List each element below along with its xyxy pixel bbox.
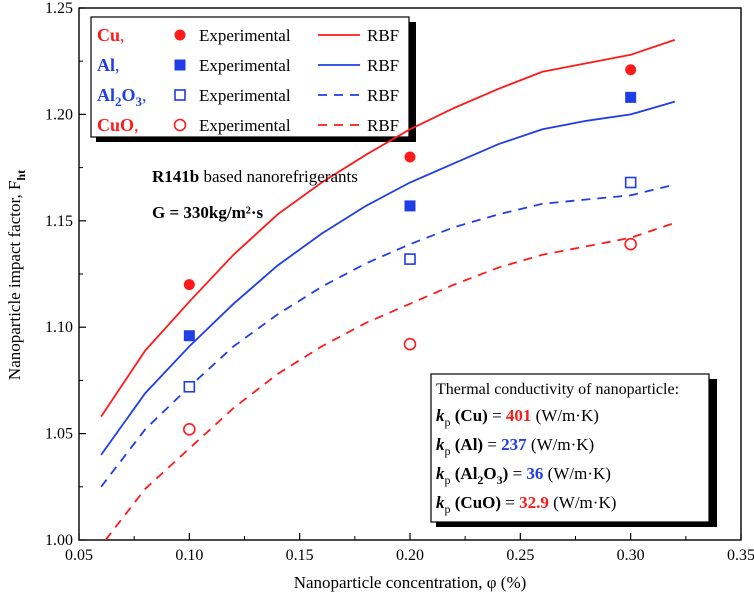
legend-experimental: Experimental: [199, 86, 291, 105]
axes: 0.05 0.10 0.15 0.20 0.25 0.30 0.35 1.00 1.05 1.10…: [45, 0, 754, 564]
y-tick-label: 1.05: [45, 426, 73, 443]
svg-text:Nanoparticle impact factor, Fh: Nanoparticle impact factor, Fht: [5, 170, 28, 380]
y-tick-label: 1.20: [45, 106, 73, 123]
rbf-line-al2o3: [100, 183, 676, 488]
x-axis-label: Nanoparticle concentration, φ (%): [294, 573, 527, 592]
rbf-curves: [100, 39, 676, 540]
conductivity-value: 237: [501, 435, 527, 454]
legend-marker: [174, 89, 186, 101]
conductivity-box: Thermal conductivity of nanoparticle: kp…: [430, 373, 717, 527]
conductivity-value: 401: [506, 406, 532, 425]
y-axis-label: Nanoparticle impact factor, Fht: [5, 170, 28, 380]
conductivity-row: kp (Cu) = 401 (W/m·K): [436, 406, 599, 429]
x-tick-label: 0.20: [396, 547, 424, 564]
legend-label: Al,: [97, 55, 120, 75]
legend-marker: [174, 59, 186, 71]
conductivity-value: 36: [526, 464, 543, 483]
legend-experimental: Experimental: [199, 56, 291, 75]
legend-entry-cu: Cu, Experimental RBF: [97, 25, 399, 45]
point-al: [183, 330, 195, 342]
annotation-mass-flux: G = 330kg/m²·s: [152, 203, 264, 222]
point-cu: [183, 279, 195, 291]
rbf-line-cuo: [104, 222, 676, 540]
y-tick-label: 1.10: [45, 319, 73, 336]
conductivity-title: Thermal conductivity of nanoparticle:: [436, 381, 679, 398]
x-tick-label: 0.35: [727, 547, 754, 564]
conductivity-row: kp (CuO) = 32.9 (W/m·K): [436, 493, 616, 516]
legend-label: Cu,: [97, 25, 125, 45]
point-cu: [404, 151, 416, 163]
conductivity-value: 32.9: [519, 493, 549, 512]
y-tick-label: 1.15: [45, 213, 73, 230]
annotation: R141b based nanorefrigerants G = 330kg/m…: [152, 167, 358, 222]
x-tick-label: 0.15: [286, 547, 314, 564]
legend-marker: [174, 29, 186, 41]
x-tick-label: 0.30: [617, 547, 645, 564]
legend-experimental: Experimental: [199, 26, 291, 45]
rbf-line-al: [100, 100, 676, 456]
legend-label: Al2O3,: [97, 85, 147, 109]
point-cuo: [624, 237, 637, 251]
legend-rbf: RBF: [367, 56, 399, 75]
x-tick-label: 0.25: [506, 547, 534, 564]
point-al: [625, 91, 637, 103]
x-tick-label: 0.10: [175, 547, 203, 564]
conductivity-row: kp (Al2O3) = 36 (W/m·K): [436, 464, 611, 487]
legend-entry-cuo: CuO, Experimental RBF: [97, 115, 399, 135]
legend-rbf: RBF: [367, 86, 399, 105]
x-tick-label: 0.05: [65, 547, 93, 564]
point-al: [404, 200, 416, 212]
point-cuo: [403, 337, 417, 351]
legend-entry-al2o3: Al2O3, Experimental RBF: [97, 85, 399, 109]
point-al2o3: [404, 253, 416, 265]
legend-entry-al: Al, Experimental RBF: [97, 55, 399, 75]
rbf-line-cu: [100, 39, 676, 418]
y-tick-label: 1.25: [45, 0, 73, 17]
point-al2o3: [183, 380, 196, 393]
annotation-fluid: R141b based nanorefrigerants: [152, 167, 358, 186]
legend-rbf: RBF: [367, 26, 399, 45]
legend-label: CuO,: [97, 115, 139, 135]
legend-marker: [173, 118, 187, 132]
y-tick-label: 1.00: [45, 532, 73, 549]
legend-rbf: RBF: [367, 116, 399, 135]
point-cuo: [183, 423, 196, 436]
point-cu: [625, 64, 637, 76]
experimental-points: [183, 64, 637, 436]
conductivity-row: kp (Al) = 237 (W/m·K): [436, 435, 594, 458]
point-al2o3: [624, 176, 637, 189]
legend-experimental: Experimental: [199, 116, 291, 135]
